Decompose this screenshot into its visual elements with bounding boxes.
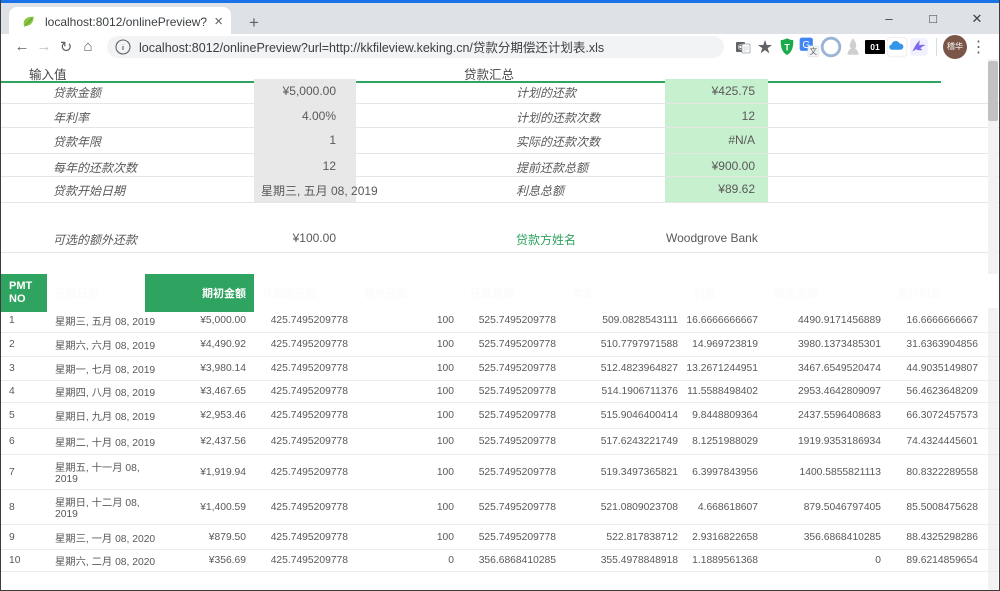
svg-text:T: T bbox=[784, 42, 790, 52]
svg-text:文: 文 bbox=[810, 46, 818, 56]
